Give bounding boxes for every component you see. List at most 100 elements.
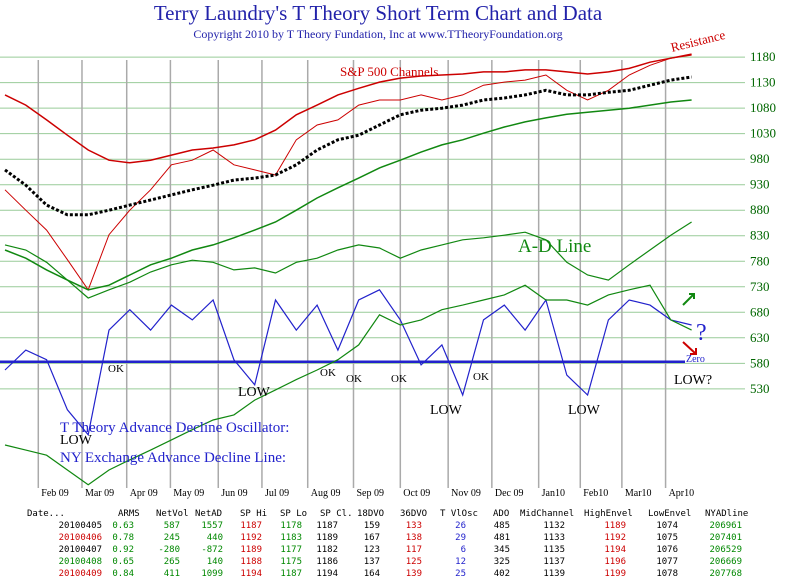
table-cell: 167 (364, 533, 380, 543)
table-cell: 1182 (316, 545, 338, 555)
annotation: ? (696, 320, 707, 346)
table-cell: 325 (494, 557, 510, 567)
table-cell: 1139 (543, 569, 565, 579)
annotation: Zero (686, 354, 705, 365)
table-cell: 245 (164, 533, 180, 543)
table-cell: 1077 (656, 557, 678, 567)
table-cell: 481 (494, 533, 510, 543)
table-cell: 345 (494, 545, 510, 555)
table-header: T VlOsc (440, 509, 478, 519)
table-cell: 139 (406, 569, 422, 579)
y-tick-label: 530 (750, 381, 770, 396)
table-cell: 20100407 (59, 545, 102, 555)
x-tick-label: Jun 09 (221, 488, 247, 499)
table-header: NYADline (705, 509, 748, 519)
table-cell: 1557 (201, 521, 223, 531)
table-header: SP Lo (280, 509, 307, 519)
table-cell: 164 (364, 569, 380, 579)
table-cell: 0.92 (112, 545, 134, 555)
table-cell: 1137 (543, 557, 565, 567)
annotation: T Theory Advance Decline Oscillator: (60, 420, 289, 436)
table-cell: 1183 (280, 533, 302, 543)
annotation: OK (346, 373, 362, 385)
table-cell: 265 (164, 557, 180, 567)
series-line (4, 53, 692, 164)
series-line (4, 221, 692, 299)
y-tick-label: 730 (750, 279, 770, 294)
table-header: MidChannel (520, 509, 574, 519)
table-cell: 1192 (240, 533, 262, 543)
table-header: NetVol (156, 509, 189, 519)
table-cell: 1194 (316, 569, 338, 579)
table-cell: 1196 (604, 557, 626, 567)
annotation: S&P 500 Channels (340, 64, 438, 79)
annotation: A-D Line (518, 236, 591, 257)
table-cell: 159 (364, 521, 380, 531)
annotation: OK (320, 367, 336, 379)
x-tick-label: Apr10 (669, 488, 695, 499)
annotation: LOW (568, 403, 601, 418)
table-cell: 1188 (240, 557, 262, 567)
y-tick-label: 1130 (750, 75, 776, 90)
table-cell: 20100409 (59, 569, 102, 579)
y-tick-label: 830 (750, 228, 770, 243)
y-tick-label: 980 (750, 151, 770, 166)
y-tick-label: 1080 (750, 100, 776, 115)
x-tick-label: Oct 09 (403, 488, 430, 499)
table-cell: 411 (164, 569, 180, 579)
annotation: LOW (238, 385, 271, 400)
table-cell: 125 (406, 557, 422, 567)
table-cell: 1074 (656, 521, 678, 531)
x-tick-label: Feb10 (583, 488, 608, 499)
table-cell: 1194 (604, 545, 626, 555)
table-cell: 485 (494, 521, 510, 531)
table-cell: -280 (158, 545, 180, 555)
y-tick-label: 1030 (750, 126, 776, 141)
table-cell: 440 (207, 533, 223, 543)
annotation: Resistance (669, 27, 727, 55)
table-cell: 140 (207, 557, 223, 567)
down-arrow (682, 341, 697, 355)
table-cell: 206669 (709, 557, 742, 567)
table-header: LowEnvel (648, 509, 691, 519)
table-header: Date... (27, 509, 65, 519)
table-cell: 137 (364, 557, 380, 567)
table-cell: 1175 (280, 557, 302, 567)
table-cell: 6 (461, 545, 466, 555)
table-cell: 1187 (280, 569, 302, 579)
annotation: LOW (60, 433, 93, 448)
table-cell: 29 (455, 533, 466, 543)
table-cell: 20100408 (59, 557, 102, 567)
table-cell: 25 (455, 569, 466, 579)
x-tick-label: Jul 09 (265, 488, 289, 499)
table-cell: 1075 (656, 533, 678, 543)
annotation: OK (473, 371, 489, 383)
up-arrow (682, 293, 695, 306)
table-cell: 0.78 (112, 533, 134, 543)
table-header: 36DVO (400, 509, 427, 519)
y-tick-label: 580 (750, 355, 770, 370)
series-line (4, 75, 692, 217)
x-tick-label: Apr 09 (130, 488, 158, 499)
x-tick-label: Aug 09 (311, 488, 341, 499)
table-cell: 0.84 (112, 569, 134, 579)
table-header: 18DVO (357, 509, 384, 519)
table-cell: 1078 (656, 569, 678, 579)
table-header: NetAD (195, 509, 222, 519)
table-cell: -872 (201, 545, 223, 555)
x-tick-label: Sep 09 (356, 488, 384, 499)
table-header: ARMS (118, 509, 140, 519)
table-cell: 1186 (316, 557, 338, 567)
table-header: SP Cl. (320, 509, 353, 519)
annotation: OK (391, 373, 407, 385)
table-cell: 206961 (709, 521, 742, 531)
table-cell: 207768 (709, 569, 742, 579)
table-cell: 207401 (709, 533, 742, 543)
table-cell: 20100406 (59, 533, 102, 543)
x-tick-label: May 09 (173, 488, 204, 499)
series-line (4, 99, 692, 291)
table-cell: 1135 (543, 545, 565, 555)
table-cell: 133 (406, 521, 422, 531)
x-tick-label: Dec 09 (495, 488, 524, 499)
